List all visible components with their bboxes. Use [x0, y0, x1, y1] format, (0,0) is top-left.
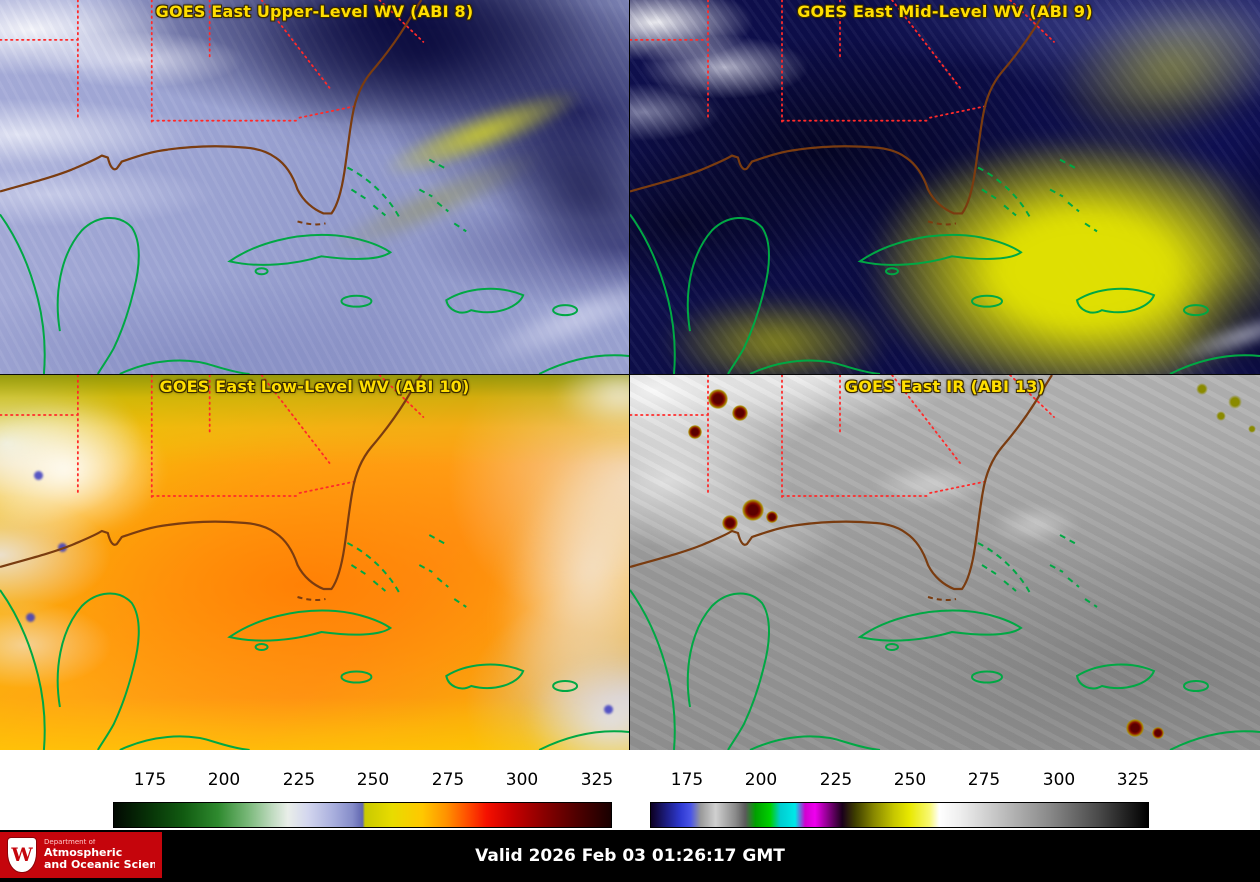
- tick-label: 225: [282, 770, 316, 790]
- us-gulf-coastline: [630, 375, 1053, 591]
- tick-label: 225: [819, 770, 853, 790]
- tick-label: 250: [893, 770, 927, 790]
- satellite-quad-view: GOES East Upper-Level WV (ABI 8): [0, 0, 1260, 750]
- us-gulf-coastline: [630, 0, 1053, 215]
- caribbean-coastlines: [630, 589, 1260, 750]
- tick-label: 300: [505, 770, 539, 790]
- panel-title: GOES East Low-Level WV (ABI 10): [159, 377, 470, 396]
- logo-dept-line: Department of: [44, 839, 96, 847]
- panel-ir: GOES East IR (ABI 13): [630, 375, 1260, 750]
- panel-title: GOES East Mid-Level WV (ABI 9): [797, 2, 1093, 21]
- florida-keys-coastline: [927, 596, 957, 602]
- uw-crest-icon: W: [7, 837, 37, 873]
- tick-label: 325: [1116, 770, 1150, 790]
- ir-colorbar: [650, 802, 1149, 828]
- logo-name-line1: Atmospheric: [44, 845, 123, 859]
- panel-low-level-wv: GOES East Low-Level WV (ABI 10): [0, 375, 630, 750]
- caribbean-coastlines: [0, 589, 629, 750]
- uw-aos-logo: W Department of Atmospheric and Oceanic …: [0, 832, 162, 878]
- wv-colorbar: [113, 802, 612, 828]
- panel-title: GOES East Upper-Level WV (ABI 8): [155, 2, 474, 21]
- caribbean-coastlines: [0, 213, 629, 374]
- florida-keys-coastline: [297, 220, 326, 226]
- logo-name-line2: and Oceanic Sciences: [44, 857, 155, 871]
- logo-text: Department of Atmospheric and Oceanic Sc…: [44, 839, 155, 871]
- footer-bar: W Department of Atmospheric and Oceanic …: [0, 830, 1260, 882]
- us-gulf-coastline: [0, 0, 423, 215]
- panel-title: GOES East IR (ABI 13): [844, 377, 1046, 396]
- bahamas-banks-coastline: [977, 158, 1098, 233]
- satellite-imagery-upper-wv: [0, 0, 629, 374]
- tick-label: 200: [744, 770, 778, 790]
- caribbean-coastlines: [630, 213, 1260, 374]
- colorbar-strip: 175 200 225 250 275 300 325 175 200 225 …: [0, 750, 1260, 830]
- panel-upper-level-wv: GOES East Upper-Level WV (ABI 8): [0, 0, 630, 375]
- state-borders-overlay: [630, 0, 1055, 123]
- satellite-imagery-ir: [630, 375, 1260, 750]
- tick-label: 175: [133, 770, 167, 790]
- tick-label: 300: [1042, 770, 1076, 790]
- tick-label: 200: [207, 770, 241, 790]
- bahamas-banks-coastline: [347, 534, 467, 608]
- florida-keys-coastline: [927, 220, 957, 226]
- tick-label: 175: [670, 770, 704, 790]
- map-overlay: [630, 0, 1260, 374]
- map-overlay: [0, 0, 629, 374]
- tick-label: 325: [580, 770, 614, 790]
- us-gulf-coastline: [0, 375, 423, 591]
- tick-label: 275: [967, 770, 1001, 790]
- map-overlay: [630, 375, 1260, 750]
- map-overlay: [0, 375, 629, 750]
- bahamas-banks-coastline: [977, 534, 1098, 608]
- tick-label: 275: [431, 770, 465, 790]
- tick-label: 250: [356, 770, 390, 790]
- bahamas-banks-coastline: [347, 158, 467, 233]
- florida-keys-coastline: [297, 596, 326, 602]
- panel-mid-level-wv: GOES East Mid-Level WV (ABI 9): [630, 0, 1260, 375]
- valid-time: Valid 2026 Feb 03 01:26:17 GMT: [475, 846, 785, 866]
